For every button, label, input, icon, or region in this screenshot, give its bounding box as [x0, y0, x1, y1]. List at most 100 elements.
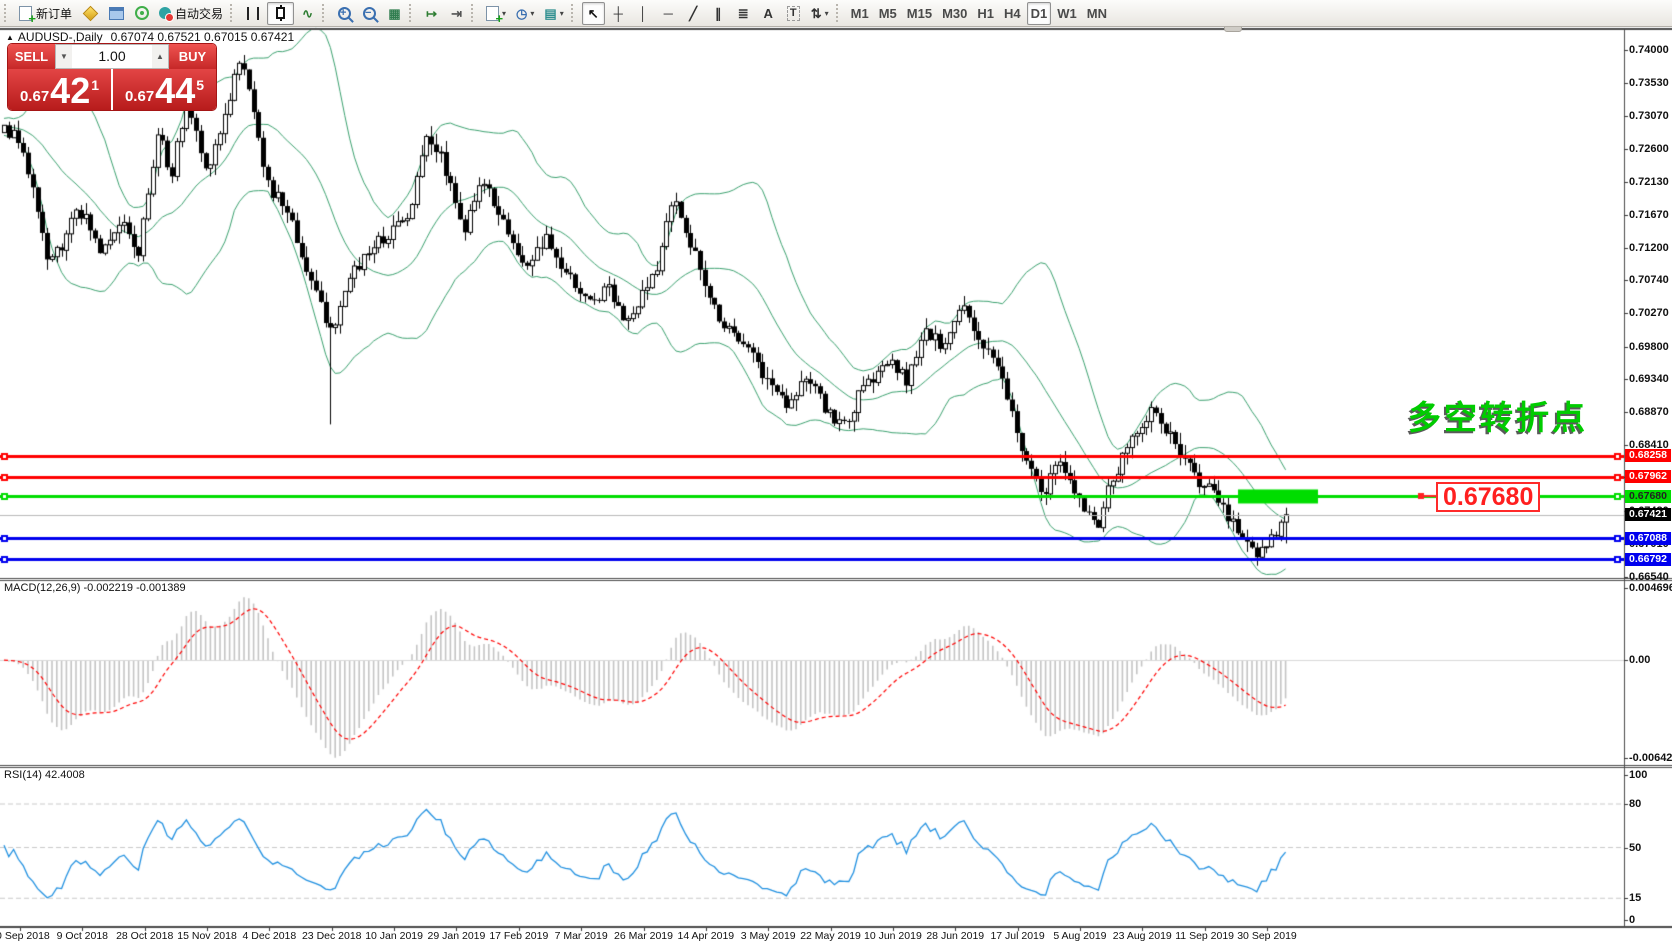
toolbar-group-grip[interactable]	[835, 4, 842, 22]
sell-price-digits: 42	[50, 70, 91, 110]
zoom-in-button[interactable]	[333, 2, 356, 25]
timeframe-h4[interactable]: H4	[1000, 2, 1025, 25]
toolbar-group-grip[interactable]	[4, 4, 10, 22]
trendline-button[interactable]: ╱	[682, 2, 705, 25]
crosshair-button[interactable]: ┼	[607, 2, 630, 25]
buy-price[interactable]: 0.67 44 5	[113, 69, 216, 110]
timeframe-mn[interactable]: MN	[1083, 2, 1111, 25]
channel-button-glyph: ∥	[714, 5, 722, 21]
fibonacci-button-glyph: ≣	[737, 5, 749, 21]
toolbar-group-grip[interactable]	[570, 4, 577, 22]
vertical-line-button-glyph: │	[639, 5, 648, 21]
macd-indicator-label: MACD(12,26,9) -0.002219 -0.001389	[4, 582, 186, 594]
sell-price[interactable]: 0.67 42 1	[8, 69, 113, 110]
arrows-button[interactable]: ⇅ ▾	[807, 2, 833, 25]
market-watch-icon	[82, 5, 99, 21]
trendline-button-glyph: ╱	[689, 5, 698, 21]
chart-shift-button[interactable]: ⇥	[445, 2, 468, 25]
timeframe-m5-glyph: M5	[878, 5, 897, 21]
templates-button-dropdown-icon[interactable]: ▾	[559, 8, 564, 18]
chart-window-icon	[109, 6, 125, 20]
toolbar-group-grip[interactable]	[409, 4, 415, 22]
horizontal-line-button-glyph: ─	[663, 5, 673, 21]
timeframe-d1[interactable]: D1	[1026, 1, 1052, 25]
zoom-out-icon	[363, 6, 377, 20]
buy-price-prefix: 0.67	[124, 88, 155, 105]
label-button-glyph: T	[786, 5, 800, 21]
channel-button[interactable]: ∥	[707, 2, 730, 25]
arrows-button-glyph: ⇅	[810, 5, 822, 21]
text-button-glyph: A	[763, 5, 773, 21]
timeframe-w1[interactable]: W1	[1053, 2, 1081, 25]
tile-windows-button-glyph: ▦	[388, 5, 401, 21]
buy-price-pip: 5	[196, 77, 205, 93]
collapse-quote-panel-icon[interactable]: ▲	[6, 33, 14, 42]
annotation-turning-point: 多空转折点	[1408, 399, 1588, 436]
sell-price-pip: 1	[91, 77, 100, 93]
toolbar-group-grip[interactable]	[230, 4, 236, 22]
autotrade-button-label: 自动交易	[175, 6, 224, 21]
signals-icon	[134, 6, 149, 20]
buy-button[interactable]: BUY	[169, 44, 216, 69]
timeframe-m5[interactable]: M5	[875, 2, 901, 25]
symbol-info: ▲ AUDUSD-,Daily 0.67074 0.67521 0.67015 0.…	[6, 30, 294, 44]
crosshair-button-glyph: ┼	[613, 5, 623, 21]
bar-chart-icon	[247, 6, 260, 20]
indicators-button-dropdown-icon[interactable]: ▾	[502, 8, 507, 18]
timeframe-h1-glyph: H1	[977, 5, 994, 21]
rsi-indicator-label: RSI(14) 42.4008	[4, 769, 85, 781]
timeframe-m1[interactable]: M1	[847, 2, 873, 25]
candlestick-icon	[276, 7, 286, 19]
label-button[interactable]: T	[782, 2, 805, 25]
tile-windows-button[interactable]: ▦	[383, 2, 406, 25]
horizontal-line-button[interactable]: ─	[657, 2, 680, 25]
cursor-button[interactable]: ↖	[581, 1, 605, 25]
timeframe-m1-glyph: M1	[850, 5, 869, 21]
periods-button[interactable]: ◷ ▾	[512, 2, 538, 25]
text-button[interactable]: A	[757, 2, 780, 25]
trade-panel-price-row: 0.67 42 1 0.67 44 5	[8, 69, 216, 110]
candlestick-button[interactable]	[267, 1, 295, 25]
indicators-button[interactable]: ▾	[482, 2, 510, 26]
trade-panel-top-row: SELL ▼ 1.00 ▲ BUY	[8, 44, 216, 69]
toolbar-group-grip[interactable]	[471, 4, 477, 22]
signals-button[interactable]	[130, 2, 153, 25]
zoom-out-button[interactable]	[358, 2, 381, 25]
cursor-button-glyph: ↖	[587, 5, 599, 21]
timeframe-h1[interactable]: H1	[973, 2, 998, 25]
chart-window-button[interactable]	[105, 2, 128, 25]
line-chart-button-glyph: ∿	[302, 5, 313, 21]
sell-button[interactable]: SELL	[8, 44, 55, 69]
timeframe-mn-glyph: MN	[1086, 5, 1107, 21]
bar-chart-button[interactable]	[241, 2, 265, 25]
vertical-line-button[interactable]: │	[632, 2, 655, 25]
new-order-button-label: 新订单	[36, 6, 73, 21]
auto-scroll-button[interactable]: ↦	[420, 2, 443, 25]
toolbar-group-grip[interactable]	[322, 4, 328, 22]
templates-button-glyph: ▤	[544, 5, 557, 21]
periods-button-dropdown-icon[interactable]: ▾	[530, 8, 535, 18]
volume-input[interactable]: 1.00	[98, 48, 126, 64]
timeframe-h4-glyph: H4	[1003, 5, 1021, 21]
fibonacci-button[interactable]: ≣	[732, 2, 755, 25]
chart-shift-button-glyph: ⇥	[451, 5, 462, 21]
volume-decrease-button[interactable]: ▼	[56, 45, 72, 68]
ohlc-values: 0.67074 0.67521 0.67015 0.67421	[110, 30, 295, 44]
timeframe-m15[interactable]: M15	[903, 2, 936, 25]
templates-button[interactable]: ▤ ▾	[540, 2, 567, 25]
volume-increase-button[interactable]: ▲	[152, 45, 168, 68]
one-click-trading-panel: SELL ▼ 1.00 ▲ BUY 0.67 42 1 0.67 44 5	[8, 44, 216, 110]
autotrade-button[interactable]: 自动交易	[155, 2, 227, 25]
new-order-button[interactable]: 新订单	[15, 2, 76, 26]
periods-button-glyph: ◷	[516, 5, 528, 21]
market-watch-button[interactable]	[78, 2, 103, 25]
arrows-button-dropdown-icon[interactable]: ▾	[824, 8, 829, 18]
sell-price-prefix: 0.67	[19, 88, 50, 105]
symbol-name: AUDUSD-,Daily	[17, 30, 103, 44]
annotation-price-callout: 0.67680	[1436, 482, 1541, 512]
zoom-in-icon	[338, 6, 352, 20]
toolbar: 新订单自动交易∿▦↦⇥▾◷▾▤▾↖┼│─╱∥≣AT⇅▾M1M5M15M30H1H…	[0, 0, 1672, 27]
line-chart-button[interactable]: ∿	[296, 2, 319, 25]
timeframe-m30[interactable]: M30	[938, 2, 971, 25]
